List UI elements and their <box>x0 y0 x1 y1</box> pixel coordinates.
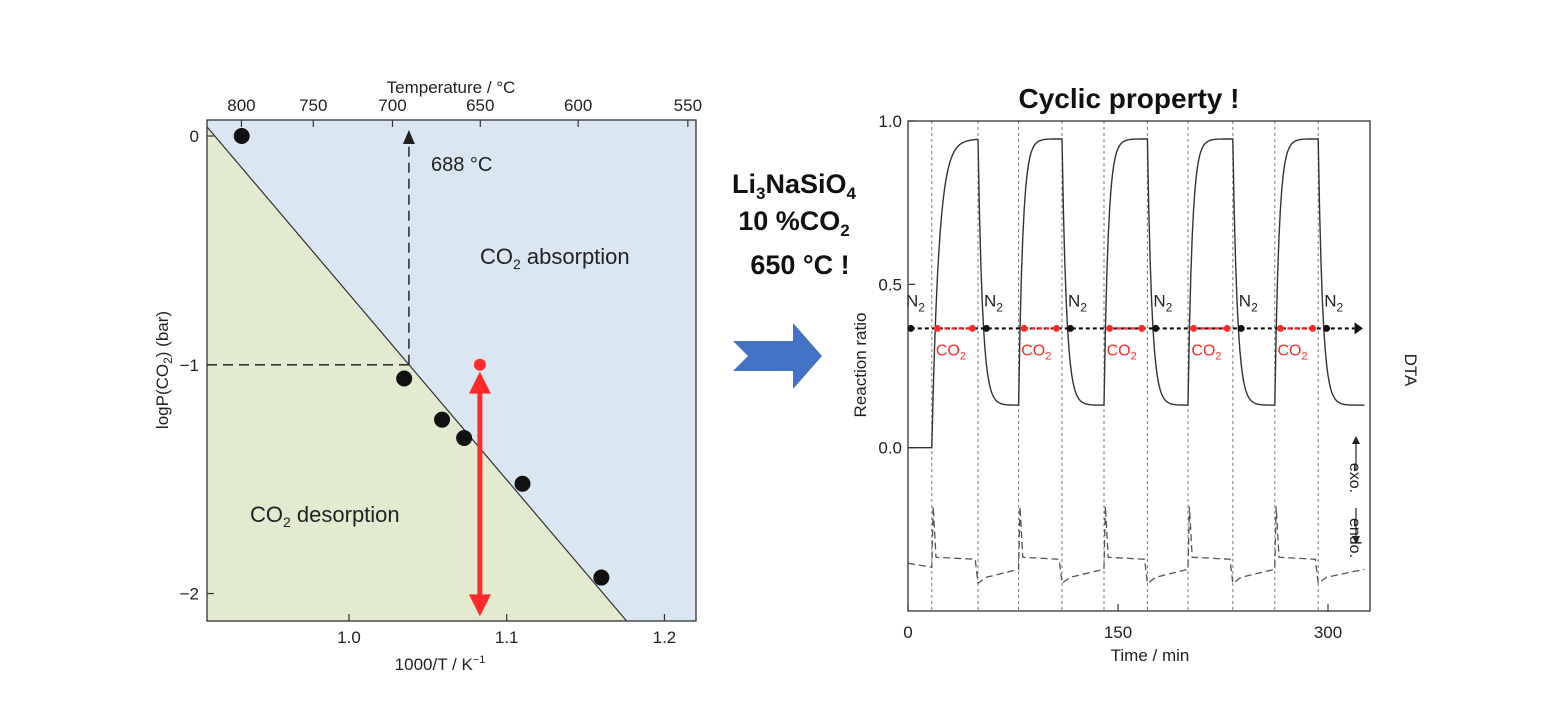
bottom-axis-label: 1000/T / K−1 <box>395 654 486 674</box>
n2-dot-0 <box>907 324 915 332</box>
dta-curve <box>907 506 1365 585</box>
n2-dot-5 <box>1323 324 1331 332</box>
n2-label-3: N2 <box>1153 291 1172 314</box>
swing-arrow-top <box>468 371 491 394</box>
left-y-axis-label: logP(CO2) (bar) <box>153 311 175 429</box>
bar-arrow-head <box>1354 322 1363 335</box>
dta-direction-note: exo. endo. <box>1346 436 1363 558</box>
gas-switch-bar <box>907 322 1363 335</box>
endo-arrow-head <box>1352 536 1360 544</box>
species-formula: Li3NaSiO4 <box>732 169 857 203</box>
y-tick-label-2: −2 <box>180 585 199 604</box>
guide-lines <box>207 130 415 366</box>
time-tick-label-2: 300 <box>1314 623 1342 642</box>
co2-start-dot-1 <box>1020 324 1028 332</box>
phase-diagram-chart: 1.0 1.1 1.2 0 −1 −2 800 750 700 650 600 550 Tempera… <box>153 78 702 674</box>
co2-label-2: CO2 <box>1107 342 1137 362</box>
n2-label-5: N2 <box>1324 291 1343 314</box>
cyclic-title: Cyclic property ! <box>1019 83 1240 114</box>
y-tick-label-0: 0 <box>190 127 199 146</box>
data-point-2 <box>434 411 451 428</box>
reaction-ratio-curve <box>908 138 1365 449</box>
co2-start-dot-0 <box>933 324 941 332</box>
guide-temperature-label: 688 °C <box>431 154 492 176</box>
n2-dot-3 <box>1152 324 1160 332</box>
n2-label-2: N2 <box>1068 291 1087 314</box>
ratio-tick-label-1: 0.5 <box>878 275 902 294</box>
top-tick-label-5: 550 <box>674 96 702 115</box>
time-tick-label-1: 150 <box>1104 623 1132 642</box>
data-point-3 <box>456 429 473 446</box>
n2-dot-4 <box>1237 324 1245 332</box>
co2-end-dot-2 <box>1138 324 1146 332</box>
n2-label-1: N2 <box>984 291 1003 314</box>
switch-lines <box>931 121 1319 611</box>
left-plot-frame <box>206 119 697 622</box>
data-point-5 <box>593 569 610 586</box>
co2-end-dot-3 <box>1223 324 1231 332</box>
left-axis-ticks: 1.0 1.1 1.2 0 −1 −2 800 750 700 650 600 550 <box>180 96 702 647</box>
absorption-label: CO2 absorption <box>480 244 630 272</box>
co2-start-dot-3 <box>1190 324 1198 332</box>
co2-label-3: CO2 <box>1191 342 1221 362</box>
equilibrium-line <box>206 126 628 622</box>
swing-arrow-bottom <box>468 594 491 617</box>
exo-label: exo. <box>1346 463 1363 493</box>
x-tick-label-2: 1.2 <box>653 628 677 647</box>
exo-arrow-head <box>1352 436 1360 444</box>
data-point-1 <box>396 370 413 387</box>
co2-label-4: CO2 <box>1277 342 1307 362</box>
co2-start-dot-2 <box>1106 324 1114 332</box>
co2-label-1: CO2 <box>1021 342 1051 362</box>
top-tick-label-0: 800 <box>227 96 255 115</box>
cyclic-chart: Cyclic property ! N2 N2 N2 N2 N2 N2 CO2 CO2 CO2 C… <box>851 83 1420 665</box>
co2-end-dot-0 <box>968 324 976 332</box>
gas-labels: N2 N2 N2 N2 N2 N2 CO2 CO2 CO2 CO2 CO2 <box>906 291 1343 362</box>
time-tick-label-0: 0 <box>903 623 912 642</box>
dta-label: DTA <box>1401 354 1420 387</box>
top-tick-label-4: 600 <box>564 96 592 115</box>
ratio-tick-label-2: 1.0 <box>878 112 902 131</box>
guide-arrow-head <box>402 130 415 144</box>
n2-label-4: N2 <box>1239 291 1258 314</box>
n2-dot-2 <box>1066 324 1074 332</box>
co2-start-dot-4 <box>1276 324 1284 332</box>
top-tick-label-2: 700 <box>378 96 406 115</box>
data-point-0 <box>233 128 250 145</box>
conditions-text: Li3NaSiO4 10 %CO2 650 °C ! <box>732 169 857 389</box>
right-axis-ticks: 0 150 300 0.0 0.5 1.0 <box>878 112 1342 642</box>
transition-arrow <box>733 323 822 389</box>
co2-label-0: CO2 <box>936 342 966 362</box>
reaction-ratio-label: Reaction ratio <box>851 313 870 418</box>
co2-end-dot-4 <box>1309 324 1317 332</box>
ratio-tick-label-0: 0.0 <box>878 439 902 458</box>
top-axis-label: Temperature / °C <box>387 78 516 97</box>
data-points <box>233 128 610 586</box>
y-tick-label-1: −1 <box>180 356 199 375</box>
n2-dot-1 <box>982 324 990 332</box>
x-tick-label-0: 1.0 <box>337 628 361 647</box>
desorption-label: CO2 desorption <box>250 502 400 530</box>
time-axis-label: Time / min <box>1111 646 1190 665</box>
n2-label-0: N2 <box>906 291 925 314</box>
top-tick-label-3: 650 <box>466 96 494 115</box>
x-tick-label-1: 1.1 <box>495 628 519 647</box>
temperature-condition: 650 °C ! <box>750 250 849 280</box>
right-plot-frame <box>907 120 1371 612</box>
top-tick-label-1: 750 <box>299 96 327 115</box>
gas-condition: 10 %CO2 <box>738 206 850 240</box>
data-point-4 <box>514 475 531 492</box>
pressure-swing-arrow <box>468 358 491 617</box>
target-pressure-point <box>473 358 486 371</box>
co2-end-dot-1 <box>1052 324 1060 332</box>
